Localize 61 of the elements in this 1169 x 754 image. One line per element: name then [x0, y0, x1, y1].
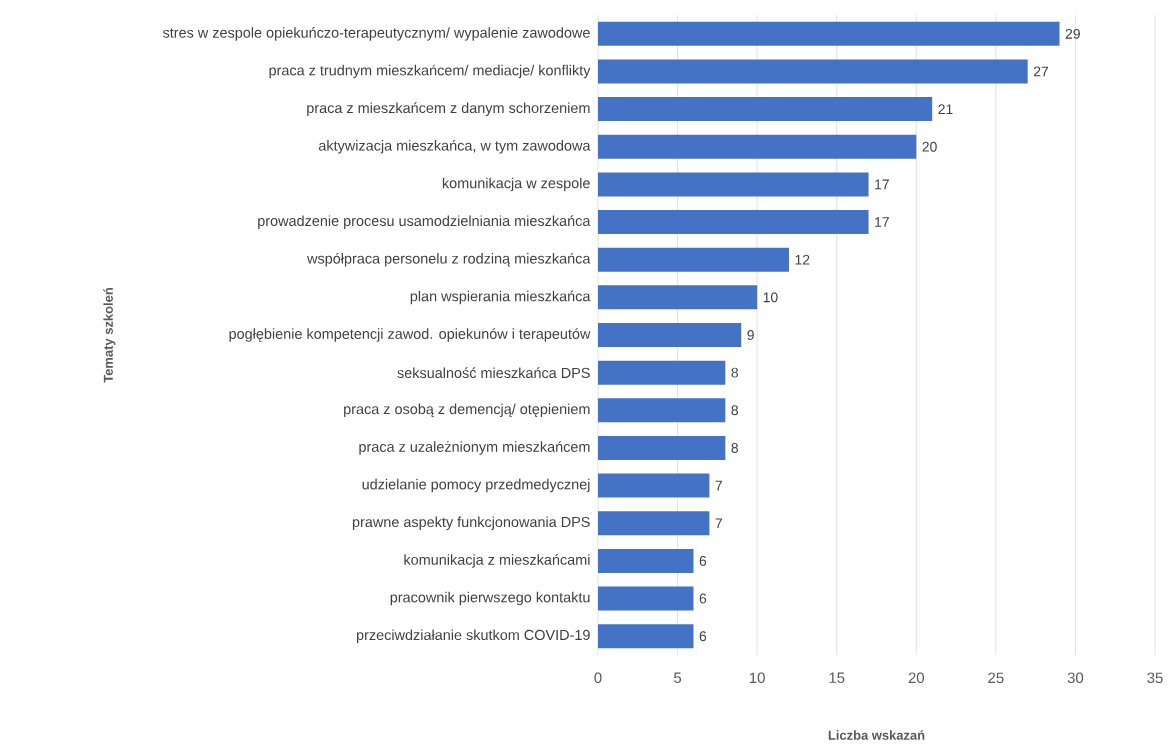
bar: [598, 59, 1028, 84]
y-tick-label: prawne aspekty funkcjonowania DPS: [352, 516, 590, 530]
y-axis-title: Tematy szkoleń: [103, 288, 116, 383]
y-tick-label: aktywizacja mieszkańca, w tym zawodowa: [318, 139, 591, 154]
x-tick-label: 0: [594, 672, 602, 684]
y-tick-label: praca z mieszkańcem z danym schorzeniem: [307, 102, 590, 116]
data-label: 12: [795, 254, 810, 265]
x-tick-label: 25: [988, 672, 1004, 684]
x-tick-label: 5: [674, 672, 682, 683]
x-tick-label: 20: [908, 672, 924, 684]
data-label: 7: [715, 480, 722, 491]
bar: [598, 172, 869, 197]
data-label: 20: [922, 141, 937, 152]
y-tick-label: praca z uzależnionym mieszkańcem: [359, 441, 590, 455]
bar: [598, 624, 694, 649]
data-label: 6: [699, 593, 707, 604]
bar: [598, 285, 758, 310]
data-label: 6: [699, 555, 707, 566]
y-tick-label: pogłębienie kompetencji zawod. opiekunów i terapeutów: [229, 328, 591, 342]
x-axis-title: Liczba wskazań: [828, 730, 925, 740]
y-tick-label: komunikacja w zespole: [442, 177, 590, 192]
bar: [598, 360, 726, 385]
data-label: 9: [747, 330, 754, 340]
bar: [598, 511, 710, 536]
data-label: 8: [731, 367, 738, 378]
bar: [598, 134, 917, 159]
data-label: 27: [1033, 66, 1049, 77]
bar: [598, 21, 1060, 46]
bar: [598, 247, 789, 272]
bar: [598, 548, 694, 573]
x-tick-label: 30: [1067, 672, 1084, 684]
y-tick-label: stres w zespole opiekuńczo-terapeutycznym/ wypalenie zawodowe: [162, 27, 590, 41]
data-label: 6: [699, 631, 707, 642]
y-tick-label: plan wspierania mieszkańca: [410, 290, 591, 305]
data-label: 7: [715, 518, 722, 529]
y-tick-label: praca z trudnym mieszkańcem/ mediacje/ konflikty: [269, 64, 591, 79]
bar: [598, 473, 710, 498]
y-tick-label: udzielanie pomocy przedmedycznej: [362, 478, 590, 493]
x-tick-label: 15: [829, 672, 845, 683]
y-tick-label: prowadzenie procesu usamodzielniania mieszkańca: [258, 215, 591, 229]
y-tick-label: praca z osobą z demencją/ otępieniem: [344, 403, 590, 418]
bar: [598, 97, 933, 122]
data-label: 29: [1065, 28, 1080, 39]
y-tick-label: współpraca personelu z rodziną mieszkańca: [307, 252, 591, 267]
data-label: 10: [763, 292, 778, 303]
y-tick-label: przeciwdziałanie skutkom COVID-19: [356, 629, 590, 643]
x-tick-label: 10: [749, 672, 765, 684]
y-tick-label: komunikacja z mieszkańcami: [404, 554, 590, 568]
x-tick-label: 35: [1147, 672, 1163, 684]
bar: [598, 435, 726, 460]
data-label: 17: [875, 217, 889, 227]
y-tick-label: seksualność mieszkańca DPS: [397, 367, 590, 379]
bar: [598, 210, 869, 235]
bar: [598, 398, 726, 423]
bar: [598, 323, 742, 347]
data-label: 8: [731, 443, 738, 453]
data-label: 17: [875, 179, 889, 190]
data-label: 21: [938, 104, 953, 114]
y-tick-label: pracownik pierwszego kontaktu: [390, 591, 590, 606]
bar: [598, 586, 694, 611]
data-label: 8: [731, 405, 738, 416]
